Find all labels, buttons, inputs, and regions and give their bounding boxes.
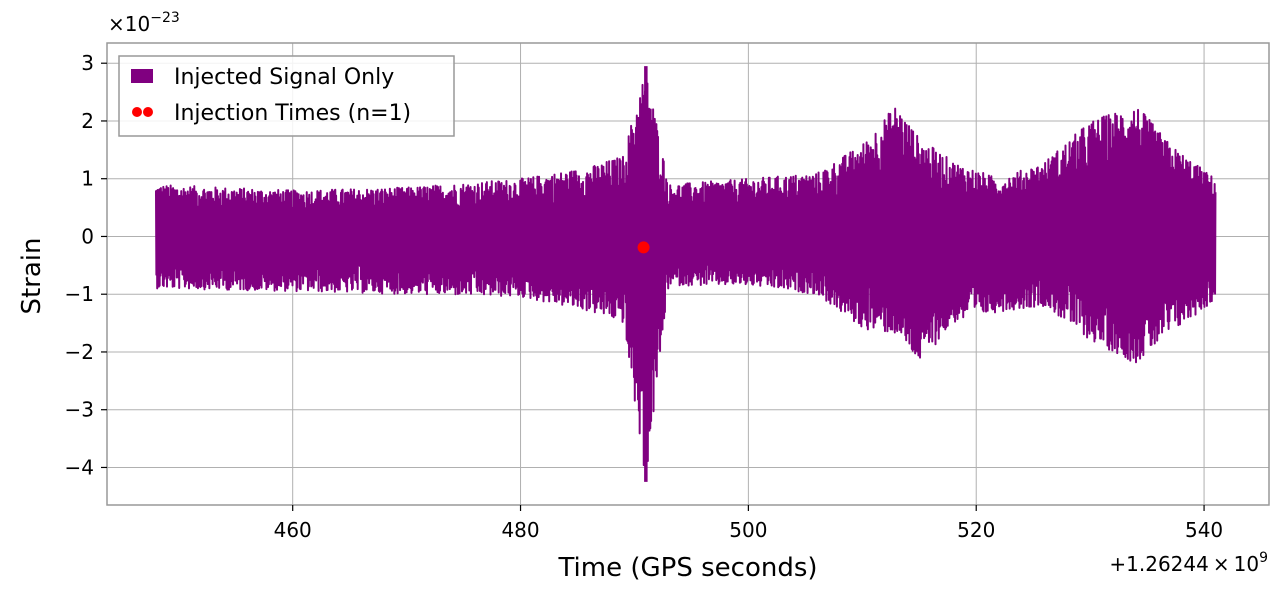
legend-box: [118, 55, 455, 137]
legend-marker-injection: [132, 107, 142, 117]
y-axis-ticks: −4 −3 −2 −1 0 1 2 3: [65, 51, 107, 479]
x-axis-ticks: 460 480 500 520 540: [274, 505, 1223, 542]
legend-swatch-signal: [131, 69, 153, 83]
injection-point: [637, 241, 650, 254]
x-offset-label: +1.26244 × 109: [1109, 550, 1268, 576]
y-tick-label: −3: [65, 398, 94, 422]
x-axis-label: Time (GPS seconds): [557, 553, 817, 583]
y-tick-label: 1: [81, 167, 94, 191]
x-tick-label: 500: [729, 518, 767, 542]
x-tick-label: 460: [274, 518, 312, 542]
signal-line: [154, 69, 1217, 467]
signal-trace: [154, 66, 1217, 482]
y-multiplier-label: ×10−23: [108, 10, 180, 36]
y-tick-label: −1: [65, 282, 94, 306]
legend-marker-injection-2: [143, 107, 153, 117]
y-tick-label: −4: [65, 455, 94, 479]
injection-points: [637, 241, 650, 254]
x-tick-label: 520: [957, 518, 995, 542]
y-tick-label: −2: [65, 340, 94, 364]
y-tick-label: 0: [81, 224, 94, 248]
legend-label-signal: Injected Signal Only: [174, 65, 394, 90]
x-tick-label: 540: [1185, 518, 1223, 542]
x-tick-label: 480: [501, 518, 539, 542]
legend: Injected Signal Only Injection Times (n=…: [118, 55, 455, 137]
plot-frame: [106, 42, 1270, 506]
legend-label-injection: Injection Times (n=1): [174, 101, 411, 126]
y-axis-label: Strain: [17, 237, 47, 314]
y-tick-label: 3: [81, 51, 94, 75]
y-tick-label: 2: [81, 109, 94, 133]
